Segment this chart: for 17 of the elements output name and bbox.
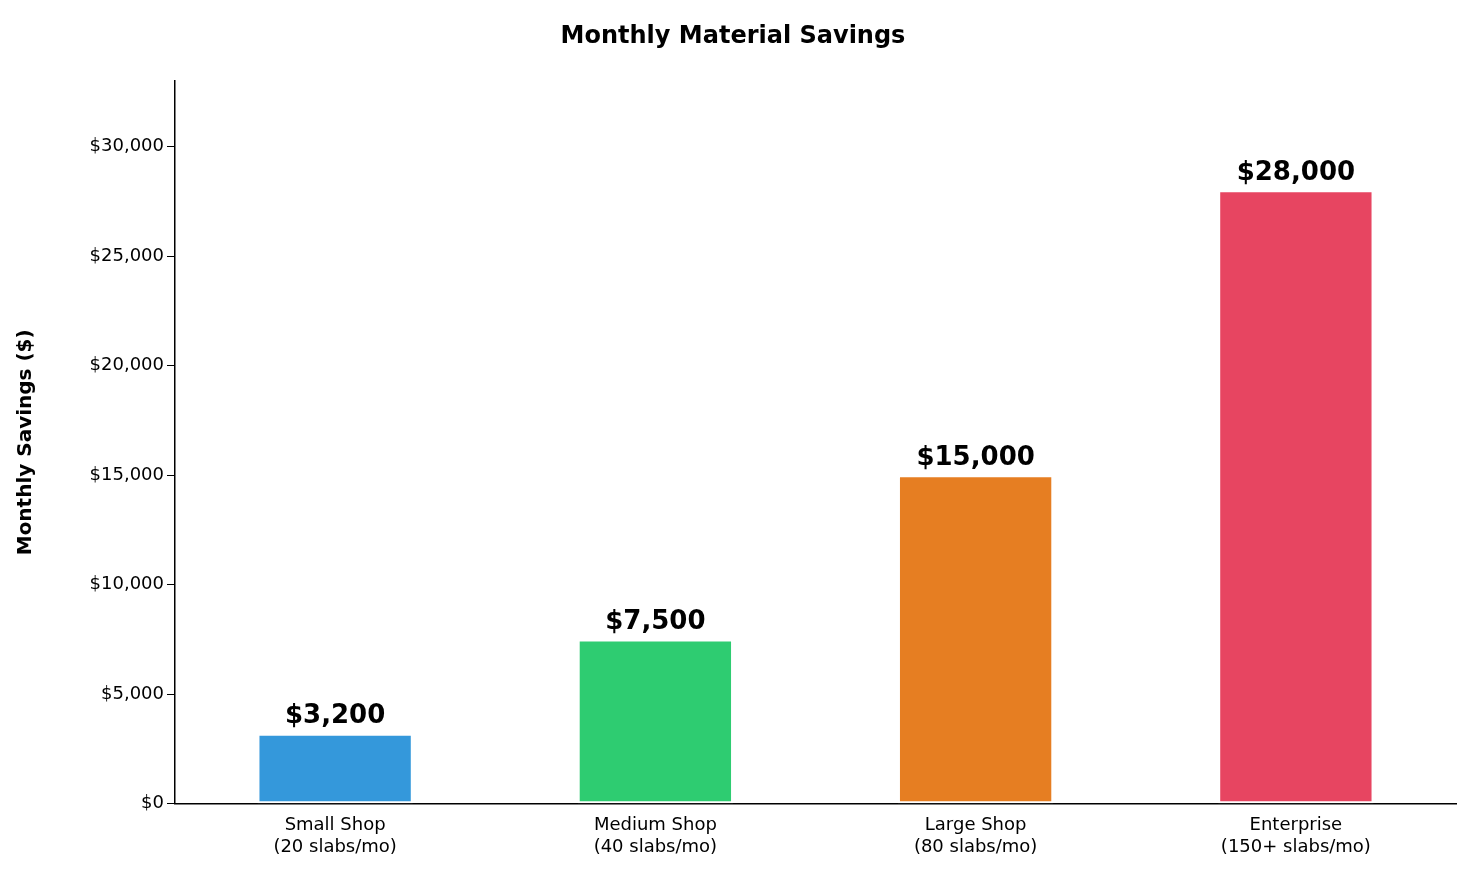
chart-title: Monthly Material Savings [560, 20, 906, 49]
data-label: $15,000 [916, 440, 1035, 471]
y-tick-label: $10,000 [89, 572, 164, 594]
y-tick-label: $0 [141, 791, 164, 813]
x-tick-label: Medium Shop (40 slabs/mo) [593, 813, 718, 856]
x-tick-label: Large Shop (80 slabs/mo) [913, 813, 1038, 856]
y-tick-label: $20,000 [89, 353, 164, 375]
y-axis-title: Monthly Savings ($) [12, 329, 37, 556]
data-label: $3,200 [284, 699, 386, 730]
y-tick-label: $5,000 [101, 681, 164, 703]
data-label: $7,500 [605, 605, 706, 636]
data-label: $28,000 [1236, 156, 1356, 187]
y-tick-label: $15,000 [89, 462, 164, 484]
y-tick-label: $25,000 [89, 243, 164, 265]
x-tick-label: Small Shop (20 slabs/mo) [273, 813, 397, 856]
x-tick-label: Enterprise (150+ slabs/mo) [1220, 813, 1371, 856]
y-tick-label: $30,000 [89, 134, 164, 156]
